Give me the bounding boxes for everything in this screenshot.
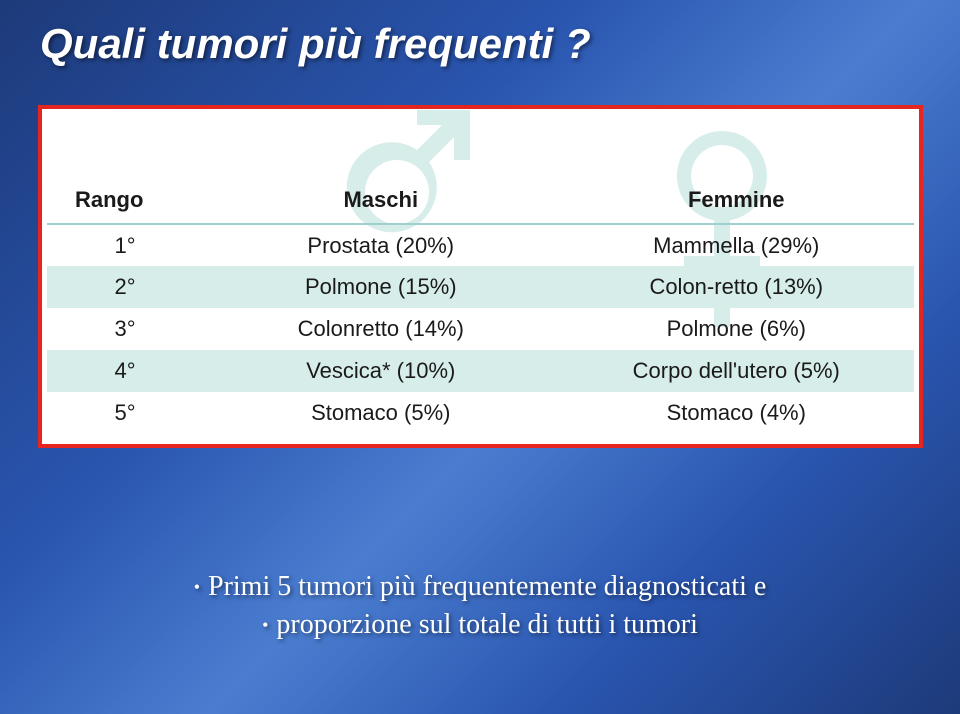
table-row: 4° Vescica* (10%) Corpo dell'utero (5%) [47, 350, 914, 392]
cell-femmine: Polmone (6%) [559, 308, 914, 350]
cell-femmine: Stomaco (4%) [559, 392, 914, 434]
cell-rango: 5° [47, 392, 203, 434]
cell-maschi: Prostata (20%) [203, 224, 558, 266]
bullet-item: • proporzione sul totale di tutti i tumor… [0, 609, 960, 641]
cell-rango: 2° [47, 266, 203, 308]
table-row: 2° Polmone (15%) Colon-retto (13%) [47, 266, 914, 308]
cell-maschi: Polmone (15%) [203, 266, 558, 308]
bullet-text: Primi 5 tumori più frequentemente diagno… [208, 571, 766, 602]
tumor-table: Rango Maschi Femmine 1° Prostata (20%) M… [47, 114, 914, 434]
cell-rango: 4° [47, 350, 203, 392]
bullet-dot-icon: • [262, 615, 268, 636]
cell-rango: 1° [47, 224, 203, 266]
header-femmine: Femmine [559, 114, 914, 224]
slide-title: Quali tumori più frequenti ? [40, 20, 591, 68]
header-maschi: Maschi [203, 114, 558, 224]
bullet-dot-icon: • [194, 577, 200, 598]
cell-maschi: Colonretto (14%) [203, 308, 558, 350]
table-row: 3° Colonretto (14%) Polmone (6%) [47, 308, 914, 350]
cell-femmine: Colon-retto (13%) [559, 266, 914, 308]
cell-rango: 3° [47, 308, 203, 350]
bullet-item: • Primi 5 tumori più frequentemente diagn… [0, 571, 960, 603]
table-row: 5° Stomaco (5%) Stomaco (4%) [47, 392, 914, 434]
header-rango: Rango [47, 114, 203, 224]
cell-maschi: Stomaco (5%) [203, 392, 558, 434]
table-container: Rango Maschi Femmine 1° Prostata (20%) M… [38, 105, 923, 448]
table-header-row: Rango Maschi Femmine [47, 114, 914, 224]
cell-maschi: Vescica* (10%) [203, 350, 558, 392]
table-row: 1° Prostata (20%) Mammella (29%) [47, 224, 914, 266]
bullet-text: proporzione sul totale di tutti i tumori [276, 609, 698, 640]
bullet-list: • Primi 5 tumori più frequentemente diagn… [0, 565, 960, 647]
cell-femmine: Corpo dell'utero (5%) [559, 350, 914, 392]
cell-femmine: Mammella (29%) [559, 224, 914, 266]
